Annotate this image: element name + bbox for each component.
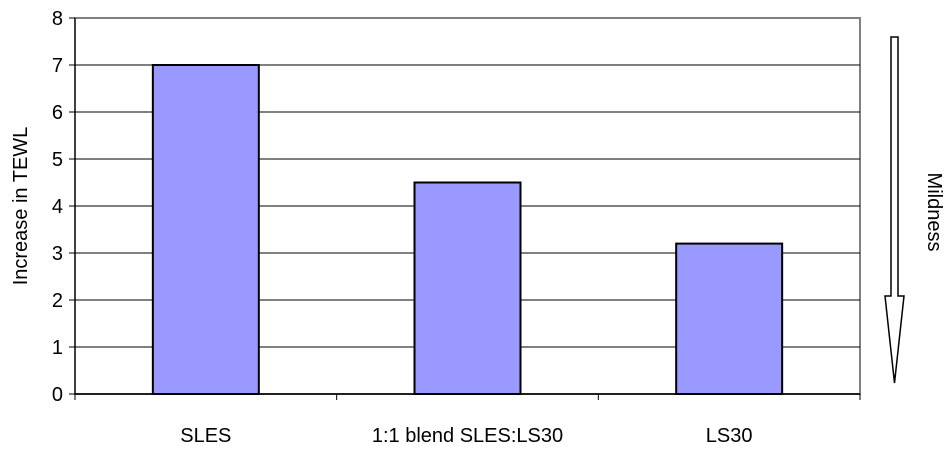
mildness-arrow <box>884 36 905 384</box>
bars <box>151 64 784 395</box>
y-tick-label: 1 <box>52 337 63 359</box>
y-tick-label: 2 <box>52 290 63 312</box>
mildness-label: Mildness <box>923 173 945 252</box>
x-tick-label: LS30 <box>706 425 753 447</box>
axes: 0 1 2 3 4 5 6 7 8 SLES 1:1 blend SLES:LS30 LS30 <box>52 8 861 447</box>
y-tick-label: 0 <box>52 384 63 406</box>
y-tick-label: 4 <box>52 196 63 218</box>
y-axis-label: Increase in TEWL <box>10 127 32 286</box>
x-tick-label: 1:1 blend SLES:LS30 <box>372 425 563 447</box>
y-tick-label: 3 <box>52 243 63 265</box>
y-tick-label: 6 <box>52 102 63 124</box>
x-tick-label: SLES <box>180 425 231 447</box>
bar <box>413 181 522 395</box>
y-tick-label: 7 <box>52 55 63 77</box>
bar <box>151 64 260 395</box>
down-arrow-icon <box>884 36 905 384</box>
bar <box>675 242 784 395</box>
y-tick-label: 8 <box>52 8 63 30</box>
y-tick-label: 5 <box>52 149 63 171</box>
